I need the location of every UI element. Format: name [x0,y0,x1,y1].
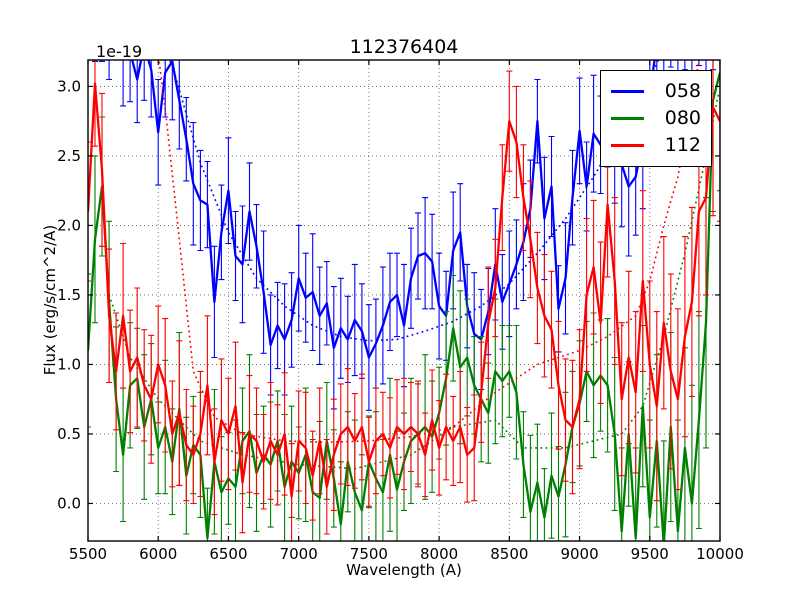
x-tick-label: 10000 [696,545,744,563]
x-tick-label: 9500 [631,545,669,563]
y-tick-label: 2.5 [57,147,81,165]
x-tick-label: 9000 [560,545,598,563]
series-112-line [88,82,720,498]
x-tick-label: 8000 [420,545,458,563]
y-tick-label: 3.0 [57,77,81,95]
legend-entry-112: 112 [611,132,701,159]
x-tick-label: 7500 [350,545,388,563]
y-tick-label: 0.5 [57,425,81,443]
x-tick-label: 8500 [490,545,528,563]
legend-line-sample-112 [611,144,644,147]
chart-title: 112376404 [349,36,459,58]
y-tick-label: 1.5 [57,286,81,304]
legend: 058 080 112 [600,70,712,167]
legend-entry-058: 058 [611,78,701,105]
x-tick-label: 7000 [280,545,318,563]
legend-entry-080: 080 [611,105,701,132]
legend-line-sample-058 [611,90,644,93]
plot-border [87,59,721,542]
legend-label-058: 058 [664,80,701,102]
y-tick-label: 0.0 [57,494,81,512]
y-offset-label: 1e-19 [96,42,143,61]
x-tick-label: 5500 [69,545,107,563]
data-layer [88,60,720,541]
legend-label-112: 112 [664,134,701,156]
x-axis-label: Wavelength (A) [346,561,462,579]
x-tick-label: 6000 [139,545,177,563]
series-058-fit-line [168,60,660,342]
x-tick-label: 6500 [209,545,247,563]
y-tick-label: 1.0 [57,355,81,373]
y-axis-label: Flux (erg/s/cm^2/A) [41,224,59,376]
y-tick-label: 2.0 [57,216,81,234]
legend-line-sample-080 [611,117,644,120]
legend-label-080: 080 [664,107,701,129]
